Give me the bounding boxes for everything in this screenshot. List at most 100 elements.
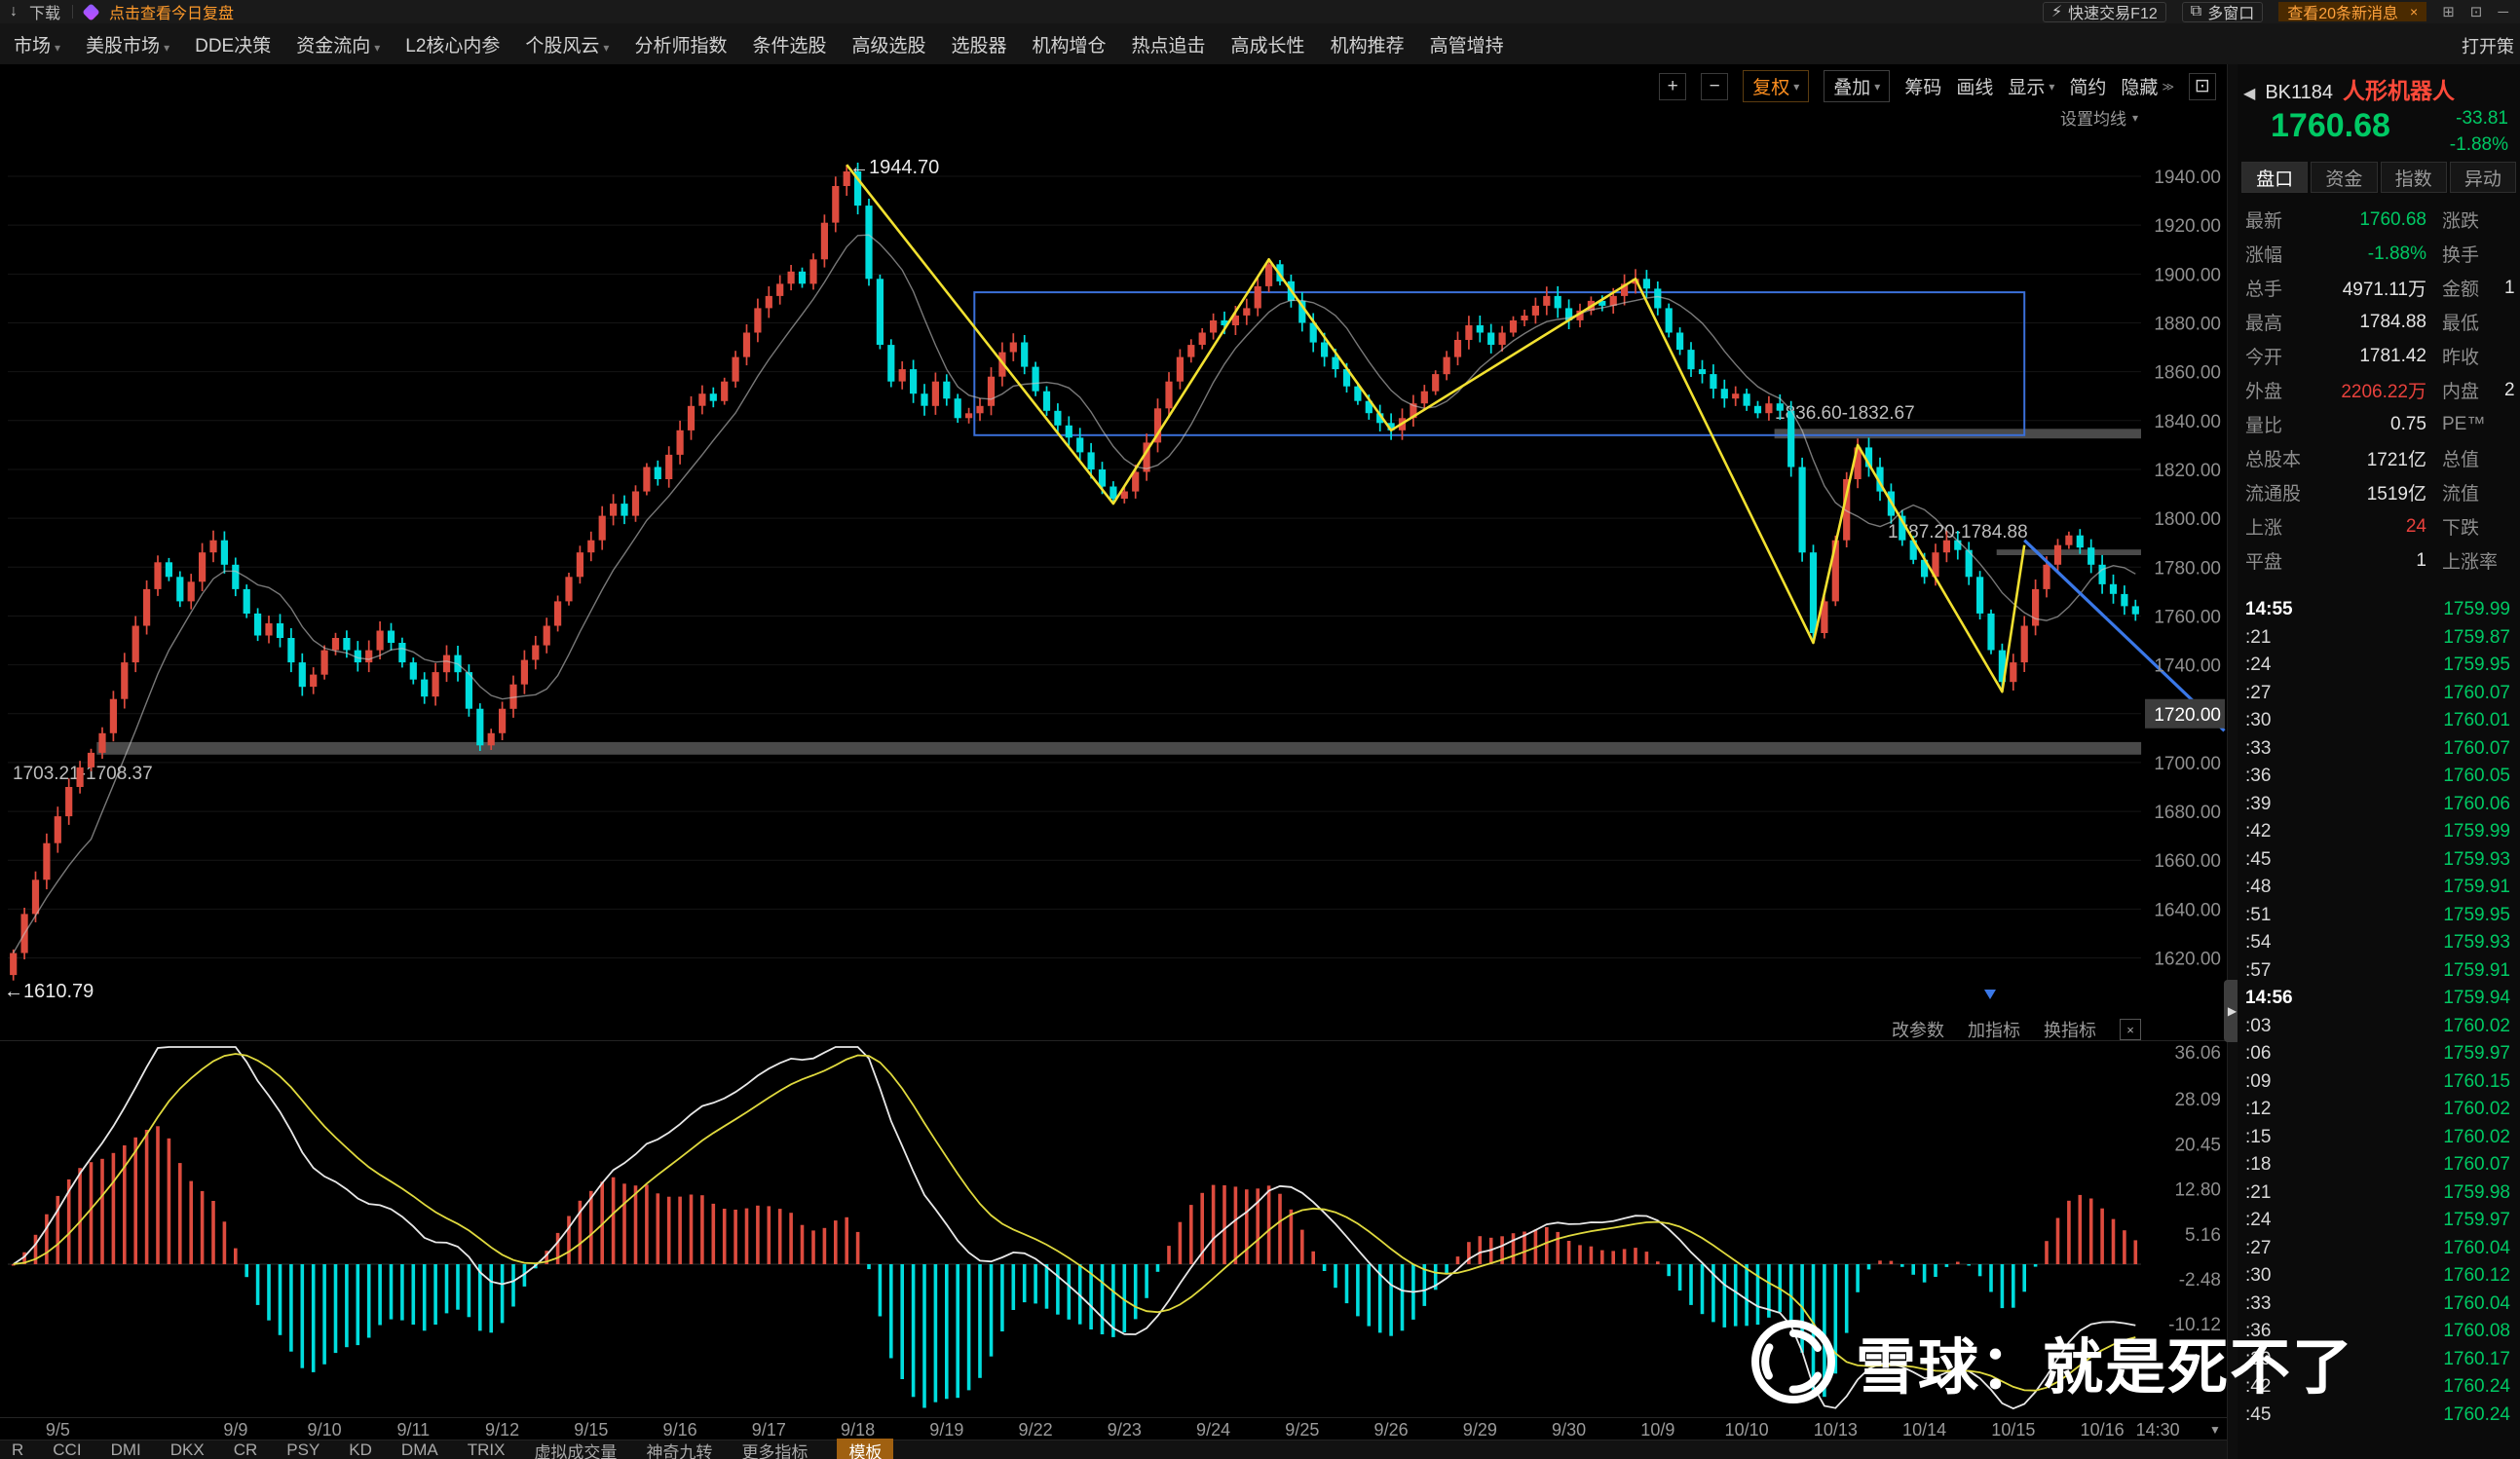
candle [1465, 325, 1473, 340]
candle [798, 271, 807, 284]
candle [1231, 316, 1239, 325]
expand-icon[interactable]: ⊡ [2469, 4, 2483, 20]
menu-item-14[interactable]: 高管增持 [1429, 35, 1504, 56]
candle [676, 430, 684, 455]
x-axis-label: 9/29 [1462, 1420, 1497, 1440]
indicator-tab-10[interactable]: 神奇九转 [646, 1442, 713, 1459]
macd-bar [711, 1203, 716, 1264]
indicator-tab-12[interactable]: 模板 [837, 1438, 894, 1459]
overlay-dropdown[interactable]: 叠加 ▾ [1824, 70, 1891, 102]
zoom-out-button[interactable]: − [1701, 72, 1729, 100]
macd-bar [1155, 1264, 1160, 1272]
indicator-tab-0[interactable]: R [12, 1440, 24, 1459]
tick-row: 14:56 1759.94 [2238, 985, 2520, 1013]
macd-bar [922, 1264, 926, 1408]
menu-item-10[interactable]: 机构增仓 [1032, 35, 1107, 56]
candle [1676, 332, 1684, 351]
panel-tab-2[interactable]: 指数 [2380, 162, 2447, 193]
main-price-chart[interactable]: 1703.21-1708.371836.60-1832.671787.20-17… [0, 97, 2227, 1018]
menu-item-11[interactable]: 热点追击 [1131, 35, 1206, 56]
menu-item-7[interactable]: 条件选股 [752, 35, 827, 56]
candle [2076, 535, 2084, 548]
indicator-tab-5[interactable]: PSY [286, 1440, 320, 1459]
chips-button[interactable]: 筹码 [1904, 78, 1942, 98]
download-icon[interactable]: ↓ [10, 3, 18, 19]
stat-label: 换手 [2442, 245, 2480, 266]
indicator-tab-9[interactable]: 虚拟成交量 [534, 1442, 618, 1459]
candle [1843, 479, 1851, 541]
panel-tab-3[interactable]: 异动 [2449, 162, 2516, 193]
candle [520, 659, 528, 685]
close-icon[interactable]: × [2410, 4, 2419, 19]
candle [1776, 403, 1784, 411]
switch-indicator-link[interactable]: 换指标 [2044, 1021, 2096, 1040]
menu-item-3[interactable]: 资金流向 ▾ [296, 35, 381, 56]
candle [276, 623, 284, 638]
zoom-in-button[interactable]: + [1659, 72, 1687, 100]
menu-item-2[interactable]: DDE决策 [195, 35, 272, 56]
collapse-panel-handle[interactable]: ▶ [2224, 980, 2240, 1042]
indicator-tab-7[interactable]: DMA [400, 1440, 438, 1459]
ma-settings-dropdown[interactable]: 设置均线 ▾ [2060, 105, 2138, 130]
add-indicator-link[interactable]: 加指标 [1968, 1021, 2020, 1040]
download-label[interactable]: 下载 [29, 6, 61, 22]
menu-item-12[interactable]: 高成长性 [1230, 35, 1305, 56]
indicator-tab-3[interactable]: DKX [169, 1440, 205, 1459]
macd-bar [1844, 1264, 1849, 1333]
messages-badge[interactable]: 查看20条新消息 × [2278, 2, 2427, 22]
macd-bar [433, 1264, 437, 1325]
macd-bar [1077, 1264, 1082, 1325]
indicator-tab-8[interactable]: TRIX [467, 1440, 506, 1459]
candle [132, 625, 139, 663]
adjust-mode-dropdown[interactable]: 复权 ▾ [1743, 70, 1810, 102]
quick-trade-button[interactable]: ⚡ 快速交易F12 [2042, 1, 2166, 22]
macd-bar [333, 1264, 338, 1354]
dropdown-caret-icon[interactable]: ▼ [2209, 1423, 2221, 1437]
candle [65, 787, 73, 817]
menu-item-0[interactable]: 市场 ▾ [14, 35, 61, 56]
menu-item-8[interactable]: 高级选股 [851, 35, 926, 56]
tick-row: :15 1760.02 [2238, 1124, 2520, 1152]
indicator-tab-2[interactable]: DMI [110, 1440, 141, 1459]
indicator-tab-6[interactable]: KD [349, 1440, 372, 1459]
tick-row: :21 1759.98 [2238, 1179, 2520, 1208]
hide-button[interactable]: 隐藏 ≫ [2121, 73, 2174, 99]
fullscreen-icon[interactable]: ⊡ [2189, 72, 2216, 100]
menu-item-13[interactable]: 机构推荐 [1330, 35, 1405, 56]
open-strategy-link[interactable]: 打开策 [2462, 37, 2514, 56]
back-arrow-icon[interactable]: ◀ [2243, 86, 2256, 102]
draw-line-button[interactable]: 画线 [1956, 78, 1994, 98]
quote-panel: ◀ BK1184 人形机器人 1760.68 -33.81 -1.88% 盘口资… [2238, 64, 2520, 1459]
multi-window-button[interactable]: ⧉ 多窗口 [2181, 1, 2264, 22]
daily-review-link[interactable]: 点击查看今日复盘 [109, 6, 235, 22]
macd-bar [300, 1264, 305, 1368]
simple-mode-button[interactable]: 简约 [2069, 78, 2107, 98]
grid-icon[interactable]: ⊞ [2442, 4, 2455, 20]
macd-bar [478, 1264, 482, 1331]
macd-bar [1755, 1264, 1760, 1326]
panel-tab-0[interactable]: 盘口 [2241, 162, 2309, 193]
edit-params-link[interactable]: 改参数 [1892, 1021, 1944, 1040]
menu-item-5[interactable]: 个股风云 ▾ [525, 35, 610, 56]
macd-bar [811, 1230, 815, 1264]
tick-price: 1760.02 [2443, 1126, 2510, 1147]
menu-item-9[interactable]: 选股器 [951, 35, 1007, 56]
macd-bar [400, 1264, 404, 1321]
close-indicator-icon[interactable]: × [2120, 1019, 2141, 1040]
minimize-icon[interactable]: ─ [2498, 3, 2508, 20]
indicator-tab-11[interactable]: 更多指标 [741, 1442, 809, 1459]
indicator-tab-4[interactable]: CR [233, 1440, 258, 1459]
macd-indicator-chart[interactable]: 36.06 28.09 20.45 12.80 5.16 -2.48 -10.12 [0, 1040, 2227, 1418]
macd-bar [1356, 1264, 1360, 1317]
panel-tab-1[interactable]: 资金 [2311, 162, 2378, 193]
menu-item-1[interactable]: 美股市场 ▾ [86, 35, 170, 56]
macd-bar [1189, 1205, 1193, 1264]
menu-item-4[interactable]: L2核心内参 [405, 35, 501, 56]
macd-bar [1266, 1185, 1271, 1264]
indicator-tab-1[interactable]: CCI [53, 1440, 82, 1459]
candle [154, 562, 162, 589]
display-dropdown[interactable]: 显示 ▾ [2008, 73, 2054, 99]
menu-item-6[interactable]: 分析师指数 [634, 35, 728, 56]
candle [732, 356, 739, 382]
stat-value: 1 [2504, 277, 2515, 298]
